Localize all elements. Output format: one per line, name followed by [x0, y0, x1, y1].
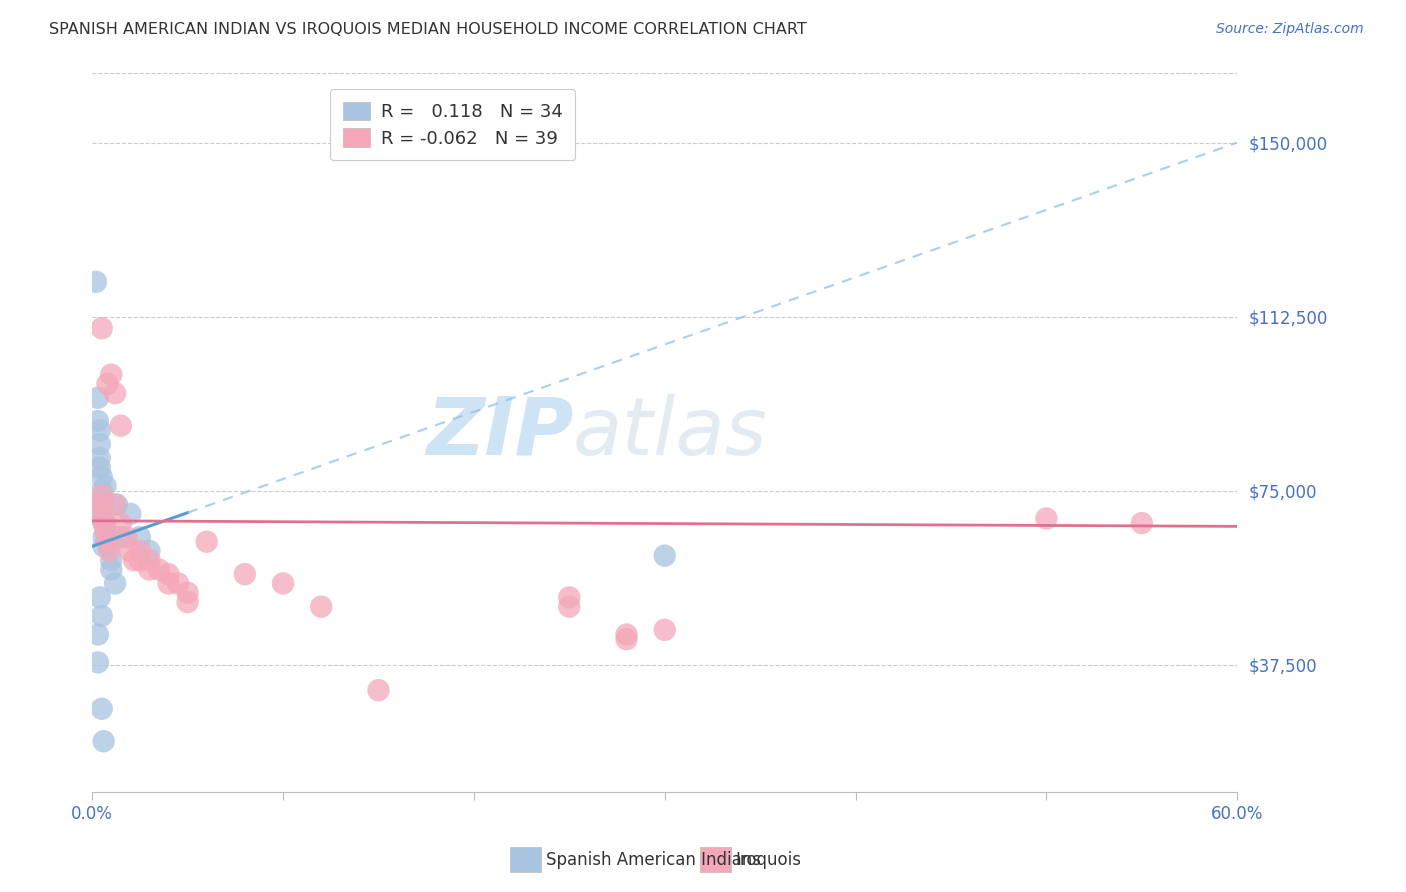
Point	[93, 530, 115, 544]
Point	[105, 498, 128, 512]
Point	[138, 562, 160, 576]
Point	[94, 479, 117, 493]
Point	[195, 534, 218, 549]
Point	[654, 623, 676, 637]
Point	[98, 544, 121, 558]
Point	[89, 460, 111, 475]
Point	[157, 576, 180, 591]
Point	[90, 469, 112, 483]
Point	[558, 599, 581, 614]
Point	[93, 734, 115, 748]
Point	[367, 683, 389, 698]
Point	[89, 451, 111, 466]
Point	[87, 656, 110, 670]
Point	[120, 507, 142, 521]
Point	[94, 516, 117, 530]
Point	[148, 562, 170, 576]
Point	[89, 591, 111, 605]
Point	[176, 595, 198, 609]
Point	[100, 553, 122, 567]
Point	[176, 586, 198, 600]
Point	[120, 544, 142, 558]
Point	[90, 511, 112, 525]
Point	[90, 507, 112, 521]
Text: Spanish American Indians: Spanish American Indians	[546, 851, 761, 869]
Point	[89, 423, 111, 437]
Text: Iroquois: Iroquois	[735, 851, 801, 869]
Point	[233, 567, 256, 582]
Point	[90, 609, 112, 624]
Point	[96, 376, 118, 391]
Point	[96, 530, 118, 544]
Text: ZIP: ZIP	[426, 393, 574, 472]
Point	[271, 576, 294, 591]
Text: SPANISH AMERICAN INDIAN VS IROQUOIS MEDIAN HOUSEHOLD INCOME CORRELATION CHART: SPANISH AMERICAN INDIAN VS IROQUOIS MEDI…	[49, 22, 807, 37]
Point	[558, 591, 581, 605]
Point	[104, 498, 127, 512]
Point	[110, 418, 132, 433]
Point	[115, 530, 138, 544]
Point	[110, 530, 132, 544]
Text: atlas: atlas	[574, 393, 768, 472]
Point	[87, 391, 110, 405]
Point	[104, 386, 127, 401]
Point	[90, 321, 112, 335]
Point	[1130, 516, 1153, 530]
Point	[167, 576, 190, 591]
Point	[654, 549, 676, 563]
Point	[100, 562, 122, 576]
Point	[87, 414, 110, 428]
Point	[96, 534, 118, 549]
Point	[89, 437, 111, 451]
Text: Source: ZipAtlas.com: Source: ZipAtlas.com	[1216, 22, 1364, 37]
Point	[157, 567, 180, 582]
Point	[93, 516, 115, 530]
Point	[128, 544, 150, 558]
Point	[94, 525, 117, 540]
Point	[616, 632, 638, 647]
Point	[90, 483, 112, 498]
Point	[93, 516, 115, 530]
Point	[84, 275, 107, 289]
Point	[104, 576, 127, 591]
Point	[87, 627, 110, 641]
Point	[309, 599, 332, 614]
Point	[122, 553, 145, 567]
Point	[98, 539, 121, 553]
Point	[93, 539, 115, 553]
Legend: R =   0.118   N = 34, R = -0.062   N = 39: R = 0.118 N = 34, R = -0.062 N = 39	[330, 89, 575, 161]
Point	[110, 516, 132, 530]
Point	[128, 553, 150, 567]
Point	[138, 553, 160, 567]
Point	[616, 627, 638, 641]
Point	[100, 368, 122, 382]
Point	[90, 492, 112, 507]
Point	[90, 498, 112, 512]
Point	[90, 702, 112, 716]
Point	[90, 488, 112, 502]
Point	[128, 530, 150, 544]
Point	[138, 544, 160, 558]
Point	[90, 502, 112, 516]
Point	[1035, 511, 1057, 525]
